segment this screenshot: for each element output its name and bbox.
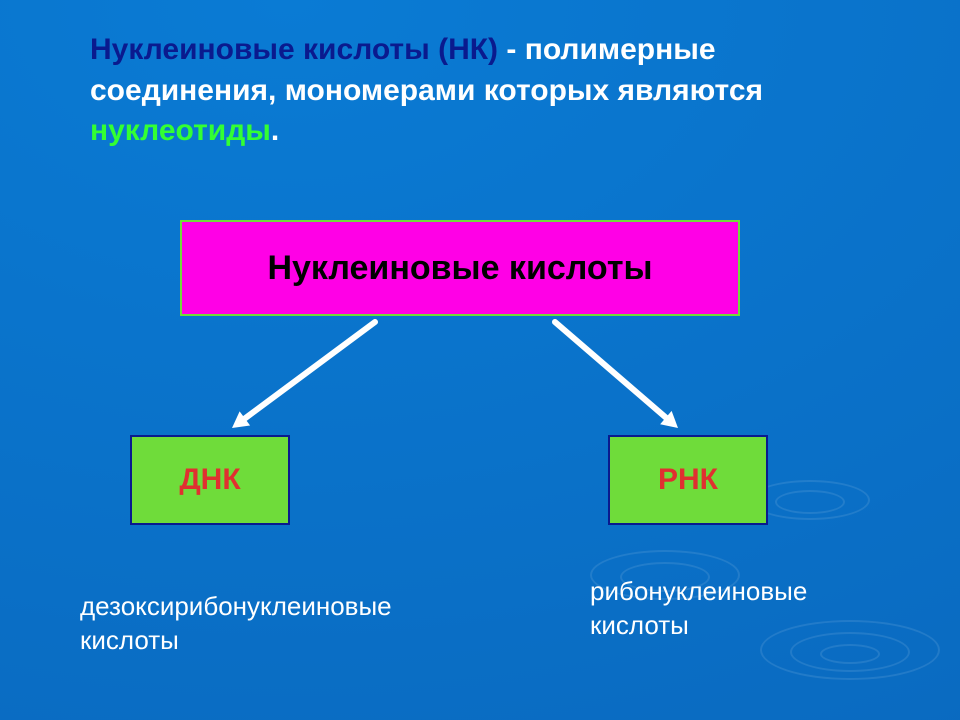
decoration-ripple [750, 480, 870, 520]
title-text: Нуклеиновые кислоты (НК) - полимерные со… [90, 30, 890, 152]
child-node: РНК [608, 435, 768, 525]
title-segment: Нуклеиновые кислоты (НК) [90, 33, 506, 66]
child-node: ДНК [130, 435, 290, 525]
title-segment: нуклеотиды [90, 114, 271, 147]
decoration-ripple [820, 644, 880, 664]
child-caption: рибонуклеиновые кислоты [590, 575, 910, 643]
title-segment: . [271, 114, 279, 147]
child-node-label: РНК [658, 463, 718, 497]
child-node-label: ДНК [179, 463, 240, 497]
child-caption: дезоксирибонуклеиновые кислоты [80, 590, 460, 658]
slide: Нуклеиновые кислоты (НК) - полимерные со… [0, 0, 960, 720]
root-node: Нуклеиновые кислоты [180, 220, 740, 316]
decoration-ripple [775, 490, 845, 514]
root-node-label: Нуклеиновые кислоты [267, 249, 652, 288]
